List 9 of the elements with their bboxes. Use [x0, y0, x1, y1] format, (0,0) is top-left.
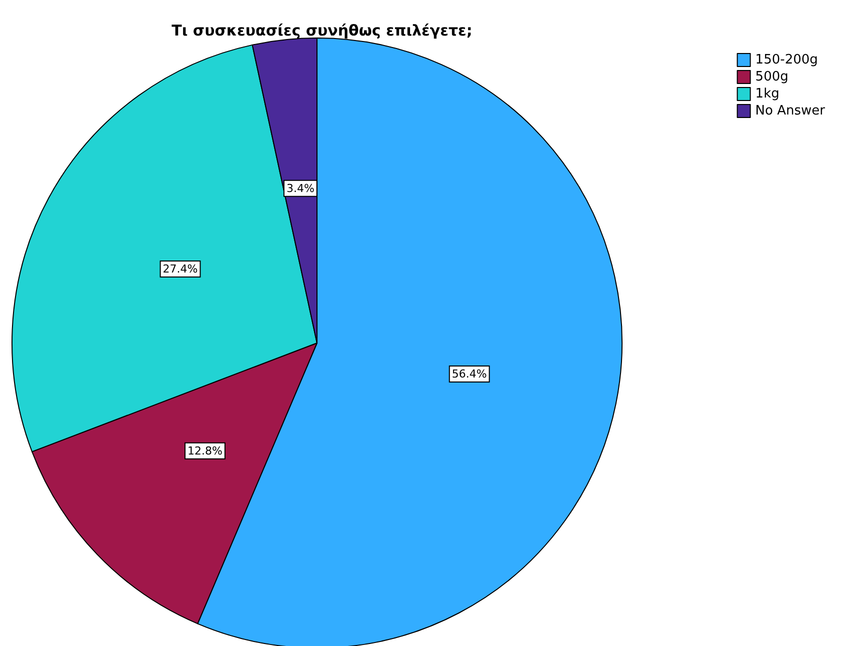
- data-label: 27.4%: [162, 262, 198, 276]
- legend-label: 150-200g: [755, 52, 818, 68]
- data-label: 56.4%: [452, 368, 487, 381]
- data-label: 12.8%: [188, 444, 222, 458]
- legend-label: No Answer: [755, 104, 826, 118]
- chart-title: Τι συσκευασίες συνήθως επιλέγετε;: [172, 22, 472, 40]
- legend-label: 1kg: [755, 86, 780, 102]
- data-label: 3.4%: [286, 182, 314, 195]
- legend-label: 500g: [755, 70, 788, 84]
